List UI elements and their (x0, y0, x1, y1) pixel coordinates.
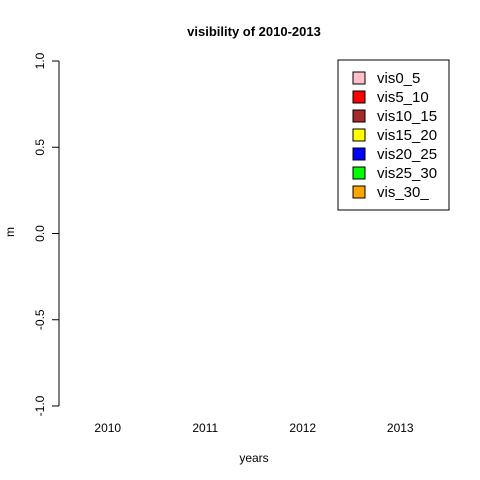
x-axis-label: years (239, 451, 268, 465)
y-tick-label: -0.5 (33, 309, 47, 330)
legend-swatch-vis20_25 (352, 147, 366, 161)
legend-label-vis10_15: vis10_15 (377, 108, 437, 125)
chart-title: visibility of 2010-2013 (187, 24, 321, 39)
legend-label-vis25_30: vis25_30 (377, 165, 437, 182)
x-tick-label: 2012 (289, 421, 316, 435)
x-tick-label: 2010 (94, 421, 121, 435)
y-tick-label: 1.0 (33, 52, 47, 69)
x-tick-label: 2011 (192, 421, 218, 435)
legend-label-vis20_25: vis20_25 (377, 146, 437, 163)
y-axis: -1.0 -0.5 0.0 0.5 1.0 (33, 52, 60, 416)
y-tick-label: -1.0 (33, 395, 47, 416)
legend-swatch-vis5_10 (352, 90, 366, 104)
x-axis-tick-labels: 2010 2011 2012 2013 (94, 421, 414, 435)
legend: vis0_5 vis5_10 vis10_15 vis15_20 vis20_25vis… (337, 59, 450, 211)
legend-swatch-vis10_15 (352, 109, 366, 123)
legend-swatch-vis15_20 (352, 128, 366, 142)
legend-swatch-vis25_30 (352, 166, 366, 180)
legend-label-vis15_20: vis15_20 (377, 127, 437, 144)
x-tick-label: 2013 (387, 421, 414, 435)
y-axis-label: m (3, 227, 17, 237)
legend-swatch-vis0_5 (352, 71, 366, 85)
legend-label-vis5_10: vis5_10 (377, 89, 429, 106)
legend-label-vis_30_: vis_30_ (377, 184, 429, 201)
y-tick-label: 0.0 (33, 225, 47, 242)
legend-swatch-vis_30_ (352, 185, 366, 199)
legend-label-vis0_5: vis0_5 (377, 70, 420, 87)
y-tick-label: 0.5 (33, 139, 47, 156)
